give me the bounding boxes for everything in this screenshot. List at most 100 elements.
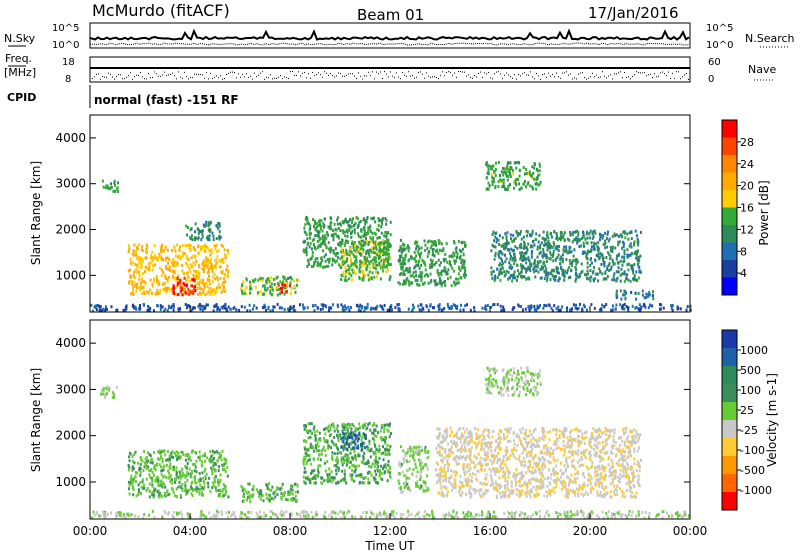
echo-cell xyxy=(380,266,383,270)
echo-cell xyxy=(409,489,412,492)
echo-cell xyxy=(181,467,184,471)
echo-cell xyxy=(350,427,353,431)
echo-cell xyxy=(361,435,364,439)
nave-point xyxy=(110,73,111,75)
echo-cell xyxy=(331,259,334,263)
echo-cell xyxy=(471,440,474,444)
echo-cell xyxy=(415,274,418,277)
echo-cell xyxy=(376,481,379,485)
echo-cell xyxy=(346,240,349,244)
echo-cell xyxy=(312,264,315,268)
nave-point xyxy=(670,78,671,80)
echo-cell xyxy=(570,308,573,312)
echo-cell xyxy=(359,303,362,307)
echo-cell xyxy=(204,263,207,267)
echo-cell xyxy=(491,166,493,170)
echo-cell xyxy=(543,252,546,256)
echo-cell xyxy=(285,278,288,282)
echo-cell xyxy=(136,257,139,261)
echo-cell xyxy=(615,257,618,261)
echo-cell xyxy=(357,464,360,468)
echo-cell xyxy=(366,471,369,475)
echo-cell xyxy=(312,237,315,241)
echo-cell xyxy=(528,277,531,281)
echo-cell xyxy=(356,436,359,440)
echo-cell xyxy=(335,472,338,476)
echo-cell xyxy=(623,231,626,235)
echo-cell xyxy=(210,469,213,472)
nave-point xyxy=(340,73,341,75)
echo-cell xyxy=(350,476,353,480)
echo-cell xyxy=(376,241,378,245)
echo-cell xyxy=(352,457,355,461)
echo-cell xyxy=(631,304,634,308)
echo-cell xyxy=(176,457,178,461)
echo-cell xyxy=(149,288,152,292)
echo-cell xyxy=(386,444,389,448)
echo-cell xyxy=(229,307,232,311)
echo-cell xyxy=(316,234,319,238)
echo-cell xyxy=(371,271,374,275)
echo-cell xyxy=(384,240,387,244)
echo-cell xyxy=(344,275,347,279)
echo-cell xyxy=(523,257,526,261)
echo-cell xyxy=(444,252,447,256)
echo-cell xyxy=(181,451,184,455)
echo-cell xyxy=(551,309,554,313)
echo-cell xyxy=(265,281,268,285)
echo-cell xyxy=(348,444,351,448)
echo-cell xyxy=(197,236,200,240)
echo-cell xyxy=(313,245,316,249)
echo-cell xyxy=(404,255,407,258)
echo-cell xyxy=(376,469,379,473)
echo-cell xyxy=(490,441,493,445)
echo-cell xyxy=(486,428,489,432)
echo-cell xyxy=(398,482,401,485)
echo-cell xyxy=(162,475,165,479)
echo-cell xyxy=(316,257,319,260)
echo-cell xyxy=(210,455,213,459)
echo-cell xyxy=(449,275,452,279)
echo-cell xyxy=(217,249,220,253)
nave-point xyxy=(588,77,589,79)
echo-cell xyxy=(562,248,565,252)
echo-cell xyxy=(522,166,525,169)
echo-cell xyxy=(511,273,514,277)
nave-point xyxy=(374,78,375,80)
echo-cell xyxy=(465,427,468,431)
nave-point xyxy=(568,74,569,76)
echo-cell xyxy=(216,250,219,253)
echo-cell xyxy=(445,471,447,474)
echo-cell xyxy=(181,254,184,258)
echo-cell xyxy=(388,263,390,267)
echo-cell xyxy=(303,230,306,234)
echo-cell xyxy=(343,426,346,429)
echo-cell xyxy=(491,173,493,177)
echo-cell xyxy=(630,245,633,249)
echo-cell xyxy=(359,309,362,313)
echo-cell xyxy=(95,304,98,308)
echo-cell xyxy=(565,245,568,249)
echo-cell xyxy=(161,485,164,489)
echo-cell xyxy=(367,230,370,233)
echo-cell xyxy=(174,276,177,280)
echo-cell xyxy=(363,228,366,232)
echo-cell xyxy=(197,245,200,249)
echo-cell xyxy=(203,452,206,456)
echo-cell xyxy=(606,275,609,278)
echo-cell xyxy=(216,478,219,482)
echo-cell xyxy=(209,253,212,257)
echo-cell xyxy=(203,267,205,271)
echo-cell xyxy=(173,246,176,250)
echo-cell xyxy=(576,460,579,464)
echo-cell xyxy=(371,424,374,428)
echo-cell xyxy=(172,455,175,459)
echo-cell xyxy=(594,231,597,235)
echo-cell xyxy=(189,291,192,295)
echo-cell xyxy=(429,303,432,307)
echo-cell xyxy=(444,270,447,274)
echo-cell xyxy=(283,276,286,279)
echo-cell xyxy=(215,450,218,454)
echo-cell xyxy=(463,275,466,279)
